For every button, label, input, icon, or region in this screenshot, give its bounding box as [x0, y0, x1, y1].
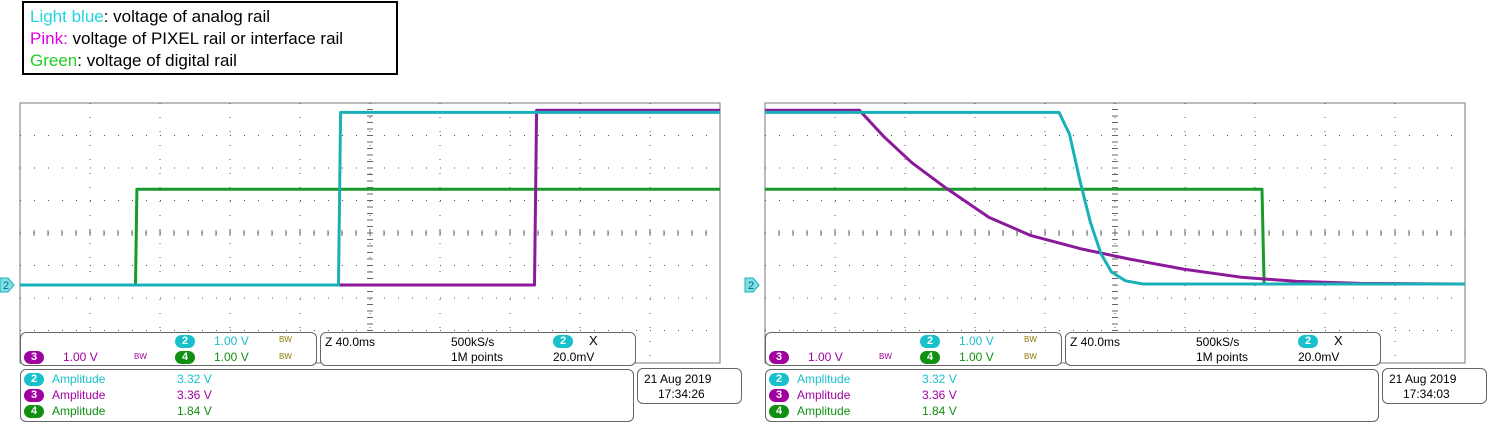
- trace-channel-4: [765, 187, 1465, 286]
- ground-marker[interactable]: [744, 277, 760, 293]
- trigger-level-readout: 20.0mV: [553, 350, 595, 364]
- channel-4-badge: 4: [920, 351, 940, 364]
- measurement-4-value: 1.84 V: [177, 404, 212, 418]
- record-length-readout: 1M points: [1196, 350, 1249, 364]
- measurement-2-value: 3.32 V: [922, 372, 957, 386]
- channel-2-badge: 2: [175, 335, 195, 348]
- measurement-2-badge: 2: [769, 373, 789, 386]
- measurement-3-label: Amplitude: [52, 388, 106, 402]
- trigger-source-badge: 2: [1298, 335, 1318, 348]
- sample-rate-readout: 500kS/s: [1196, 335, 1240, 349]
- time-readout: 17:34:03: [1403, 387, 1450, 401]
- channel-2-scale: 1.00 V: [214, 334, 249, 348]
- acquisition-panel[interactable]: Z 40.0ms 500kS/s 1M points 2 Χ 20.0mV: [320, 332, 636, 366]
- color-legend: Light blue: voltage of analog rail Pink:…: [22, 1, 398, 75]
- timebase-readout: Z 40.0ms: [325, 335, 376, 349]
- legend-desc-pixel: voltage of PIXEL rail or interface rail: [67, 29, 344, 48]
- trigger-slope-icon: Χ: [589, 333, 598, 348]
- trigger-source-badge: 2: [553, 335, 573, 348]
- ground-marker-label: 2: [748, 280, 754, 292]
- channel-settings-panel[interactable]: 2 1.00 V BW 3 1.00 V BW 4 1.00 V BW: [765, 332, 1062, 366]
- measurement-4-badge: 4: [24, 405, 44, 418]
- measurement-4-badge: 4: [769, 405, 789, 418]
- channel-3-badge: 3: [24, 351, 44, 364]
- date-readout: 21 Aug 2019: [644, 372, 712, 386]
- bandwidth-limit-icon: BW: [879, 352, 892, 361]
- channel-2-badge: 2: [920, 335, 940, 348]
- bandwidth-limit-icon: BW: [1024, 352, 1037, 361]
- waveform-plot: 2: [744, 102, 1466, 364]
- record-length-readout: 1M points: [451, 350, 504, 364]
- trace-channel-4: [20, 187, 720, 287]
- sample-rate-readout: 500kS/s: [451, 335, 495, 349]
- waveform-plot: 2: [0, 102, 721, 364]
- date-readout: 21 Aug 2019: [1389, 372, 1457, 386]
- bandwidth-limit-icon: BW: [279, 352, 292, 361]
- channel-3-badge: 3: [769, 351, 789, 364]
- legend-row-pixel: Pink: voltage of PIXEL rail or interface…: [30, 28, 390, 50]
- trigger-level-readout: 20.0mV: [1298, 350, 1340, 364]
- trigger-slope-icon: Χ: [1334, 333, 1343, 348]
- measurement-2-value: 3.32 V: [177, 372, 212, 386]
- trace-channel-3: [765, 108, 1466, 286]
- ground-marker-label: 2: [3, 280, 9, 292]
- trace-channel-2: [20, 110, 720, 287]
- measurement-3-badge: 3: [769, 389, 789, 402]
- measurement-2-label: Amplitude: [52, 372, 106, 386]
- date-time-panel: 21 Aug 2019 17:34:26: [637, 368, 742, 404]
- channel-settings-panel[interactable]: 2 1.00 V BW 3 1.00 V BW 4 1.00 V BW: [20, 332, 317, 366]
- scope-screen-power-down: 2 2 1.00 V BW 3 1.00 V BW 4 1.00 V BW Z 40.0ms 500k…: [744, 100, 1487, 426]
- measurement-4-label: Amplitude: [797, 404, 851, 418]
- time-readout: 17:34:26: [658, 387, 705, 401]
- channel-4-badge: 4: [175, 351, 195, 364]
- measurements-panel[interactable]: 2 Amplitude 3.32 V 3 Amplitude 3.36 V 4 Amplitu…: [20, 369, 634, 422]
- measurement-3-value: 3.36 V: [922, 388, 957, 402]
- scope-screen-power-up: 2 2 1.00 V BW 3 1.00 V BW 4 1.00 V BW Z 40.0ms 500k…: [0, 100, 742, 426]
- channel-4-scale: 1.00 V: [959, 350, 994, 364]
- channel-3-scale: 1.00 V: [808, 350, 843, 364]
- legend-row-digital: Green: voltage of digital rail: [30, 50, 390, 72]
- legend-key-pink: Pink:: [30, 29, 68, 48]
- channel-2-scale: 1.00 V: [959, 334, 994, 348]
- bandwidth-limit-icon: BW: [1024, 335, 1037, 344]
- legend-desc-digital: : voltage of digital rail: [77, 51, 237, 70]
- legend-row-analog: Light blue: voltage of analog rail: [30, 6, 390, 28]
- bandwidth-limit-icon: BW: [134, 352, 147, 361]
- measurement-2-label: Amplitude: [797, 372, 851, 386]
- measurement-2-badge: 2: [24, 373, 44, 386]
- measurement-3-badge: 3: [24, 389, 44, 402]
- measurement-4-label: Amplitude: [52, 404, 106, 418]
- measurement-3-value: 3.36 V: [177, 388, 212, 402]
- acquisition-panel[interactable]: Z 40.0ms 500kS/s 1M points 2 Χ 20.0mV: [1065, 332, 1381, 366]
- date-time-panel: 21 Aug 2019 17:34:03: [1382, 368, 1487, 404]
- legend-desc-analog: : voltage of analog rail: [103, 7, 271, 26]
- measurement-4-value: 1.84 V: [922, 404, 957, 418]
- legend-key-green: Green: [30, 51, 78, 70]
- timebase-readout: Z 40.0ms: [1070, 335, 1121, 349]
- channel-3-scale: 1.00 V: [63, 350, 98, 364]
- measurements-panel[interactable]: 2 Amplitude 3.32 V 3 Amplitude 3.36 V 4 Amplitu…: [765, 369, 1379, 422]
- bandwidth-limit-icon: BW: [279, 335, 292, 344]
- ground-marker[interactable]: [0, 277, 15, 293]
- channel-4-scale: 1.00 V: [214, 350, 249, 364]
- legend-key-light-blue: Light blue: [30, 7, 104, 26]
- trace-channel-2: [765, 110, 1465, 286]
- measurement-3-label: Amplitude: [797, 388, 851, 402]
